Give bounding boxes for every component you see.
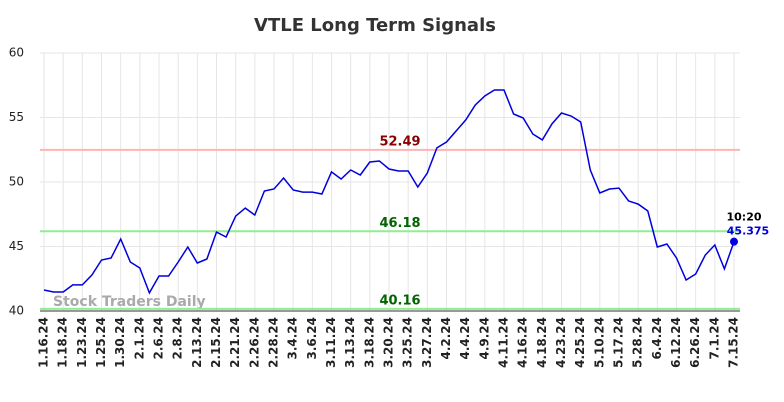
x-tick-label: 7.1.24 (707, 317, 721, 360)
x-tick-label: 4.23.24 (554, 317, 568, 368)
x-tick-label: 4.2.24 (439, 317, 453, 360)
x-tick-label: 3.4.24 (286, 317, 300, 360)
reference-label: 40.16 (379, 293, 420, 308)
y-tick-label: 45 (9, 239, 24, 253)
x-tick-label: 6.26.24 (688, 317, 702, 368)
price-line (43, 89, 735, 295)
watermark: Stock Traders Daily (53, 294, 206, 310)
x-tick-label: 1.30.24 (113, 317, 127, 368)
x-tick-label: 4.9.24 (477, 317, 491, 360)
x-tick-label: 3.27.24 (420, 317, 434, 368)
y-tick-label: 60 (9, 46, 24, 60)
x-tick-label: 4.18.24 (535, 317, 549, 368)
reference-label: 46.18 (379, 216, 420, 231)
x-tick-label: 2.28.24 (267, 317, 281, 368)
x-tick-label: 1.25.24 (94, 317, 108, 368)
x-tick-label: 3.20.24 (382, 317, 396, 368)
y-tick-label: 40 (9, 304, 24, 318)
chart-title: VTLE Long Term Signals (254, 15, 496, 36)
y-tick-label: 55 (9, 110, 24, 124)
x-tick-label: 5.17.24 (612, 317, 626, 368)
last-value-label: 45.375 (727, 225, 769, 238)
x-tick-label: 3.18.24 (362, 317, 376, 368)
x-tick-label: 2.13.24 (190, 317, 204, 368)
x-tick-label: 2.8.24 (171, 317, 185, 360)
x-tick-label: 2.6.24 (152, 317, 166, 360)
x-tick-label: 3.25.24 (401, 317, 415, 368)
x-tick-label: 1.16.24 (37, 317, 51, 368)
x-tick-label: 2.15.24 (209, 317, 223, 368)
x-tick-label: 3.13.24 (343, 317, 357, 368)
x-tick-label: 4.11.24 (497, 317, 511, 368)
last-point (730, 237, 738, 246)
x-tick-label: 7.15.24 (727, 317, 741, 368)
x-tick-label: 3.6.24 (305, 317, 319, 360)
x-tick-label: 2.1.24 (132, 317, 146, 360)
reference-label: 52.49 (379, 134, 420, 149)
x-tick-label: 5.10.24 (592, 317, 606, 368)
x-tick-label: 1.23.24 (75, 317, 89, 368)
y-tick-label: 50 (9, 175, 24, 189)
x-tick-label: 4.25.24 (573, 317, 587, 368)
x-tick-label: 6.4.24 (650, 317, 664, 360)
x-tick-label: 2.21.24 (228, 317, 242, 368)
x-tick-label: 1.18.24 (56, 317, 70, 368)
x-tick-label: 5.28.24 (631, 317, 645, 368)
x-tick-label: 4.4.24 (458, 317, 472, 360)
x-tick-label: 2.26.24 (247, 317, 261, 368)
x-tick-label: 3.11.24 (324, 317, 338, 368)
last-time-label: 10:20 (726, 211, 761, 224)
x-tick-label: 6.12.24 (669, 317, 683, 368)
x-tick-label: 4.16.24 (516, 317, 530, 368)
